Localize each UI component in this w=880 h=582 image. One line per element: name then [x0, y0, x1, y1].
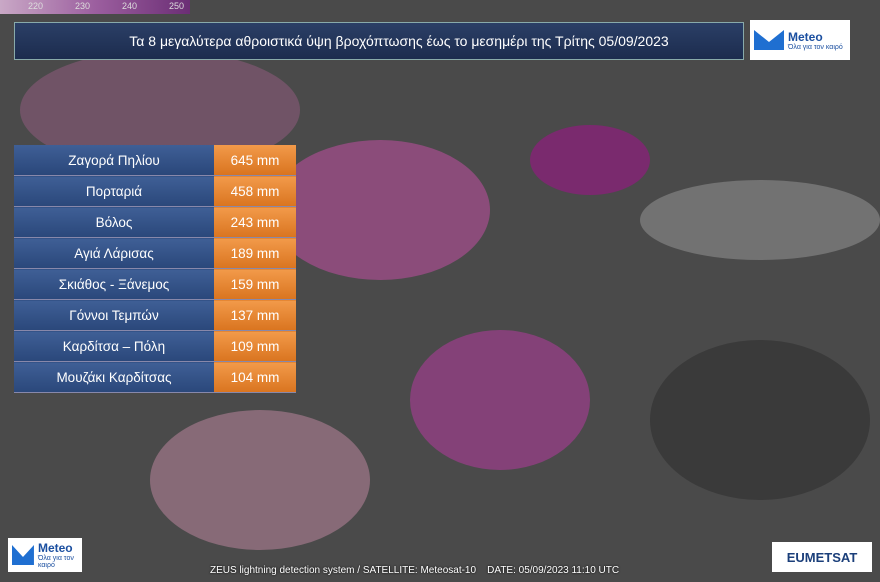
rainfall: 645 mm: [214, 145, 296, 176]
rainfall: 159 mm: [214, 268, 296, 300]
table-row: Σκιάθος - Ξάνεμος 159 mm: [14, 268, 296, 300]
location: Μουζάκι Καρδίτσας: [14, 361, 214, 393]
location: Γόννοι Τεμπών: [14, 299, 214, 331]
location: Αγιά Λάρισας: [14, 237, 214, 269]
title: Τα 8 μεγαλύτερα αθροιστικά ύψη βροχόπτωσ…: [14, 22, 744, 60]
scale-label: 220: [28, 1, 44, 11]
rainfall: 189 mm: [214, 237, 296, 269]
meteo-logo: Meteo Όλα για τον καιρό: [750, 20, 850, 60]
table-row: Ζαγορά Πηλίου 645 mm: [14, 145, 296, 176]
location: Πορταριά: [14, 175, 214, 207]
table-row: Πορταριά 458 mm: [14, 175, 296, 207]
rainfall: 243 mm: [214, 206, 296, 238]
logo-tagline: Όλα για τον καιρό: [37, 555, 74, 569]
location: Ζαγορά Πηλίου: [14, 145, 214, 176]
source: ZEUS lightning detection system / SATELL…: [210, 565, 477, 576]
location: Βόλος: [14, 206, 214, 238]
rainfall: 104 mm: [214, 361, 296, 393]
table-row: Καρδίτσα – Πόλη 109 mm: [14, 330, 296, 362]
rainfall-table: Ζαγορά Πηλίου 645 mm Πορταριά 458 mm Βόλος 24…: [14, 145, 296, 393]
scale-label: 230: [75, 1, 91, 11]
logo-name: Meteo: [788, 29, 823, 44]
location: Σκιάθος - Ξάνεμος: [14, 268, 214, 300]
eumetsat-logo: EUMETSAT: [772, 542, 872, 572]
table-row: Αγιά Λάρισας 189 mm: [14, 237, 296, 269]
table-row: Βόλος 243 mm: [14, 206, 296, 238]
logo-tagline: Όλα για τον καιρό: [788, 43, 843, 51]
scale-label: 240: [122, 1, 138, 11]
table-row: Μουζάκι Καρδίτσας 104 mm: [14, 361, 296, 393]
table-row: Γόννοι Τεμπών 137 mm: [14, 299, 296, 331]
color-scale: 220 230 240 250: [0, 0, 190, 14]
date: DATE: 05/09/2023 11:10 UTC: [487, 565, 620, 576]
rainfall: 458 mm: [214, 175, 296, 207]
scale-label: 250: [169, 1, 185, 11]
logo-name: Meteo: [37, 541, 73, 555]
location: Καρδίτσα – Πόλη: [14, 330, 214, 362]
rainfall: 109 mm: [214, 330, 296, 362]
rainfall: 137 mm: [214, 299, 296, 331]
meteo-logo-small: Meteo Όλα για τον καιρό: [8, 538, 82, 572]
footer: ZEUS lightning detection system / SATELL…: [210, 565, 619, 576]
